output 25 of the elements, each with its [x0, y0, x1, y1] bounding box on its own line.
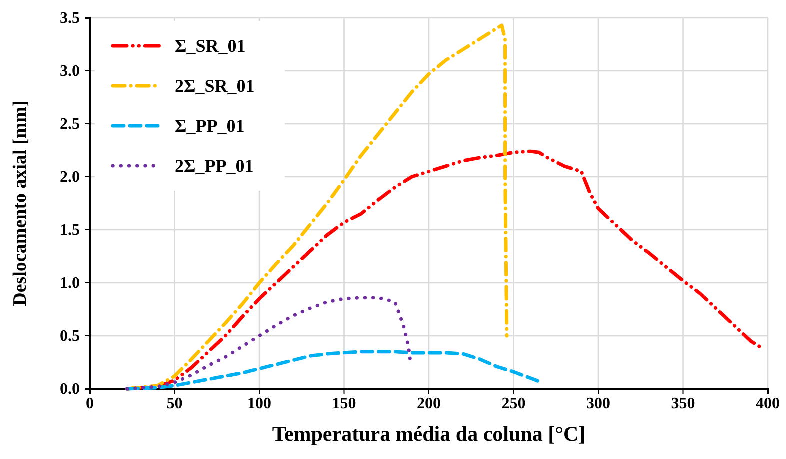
legend-label: Σ_SR_01 — [175, 36, 246, 56]
x-tick-label: 250 — [502, 395, 526, 412]
line-series — [126, 296, 412, 391]
y-tick-label: 2.5 — [60, 116, 80, 134]
legend-label: 2Σ_SR_01 — [175, 76, 255, 96]
x-tick-label: 150 — [332, 395, 356, 412]
line-series — [126, 350, 541, 391]
x-tick-label: 400 — [756, 395, 780, 412]
x-tick-label: 200 — [417, 395, 441, 412]
legend-label: Σ_PP_01 — [175, 116, 245, 136]
x-tick-label: 50 — [166, 395, 183, 412]
y-tick-label: 0.0 — [60, 381, 80, 398]
x-tick-label: 100 — [248, 395, 272, 412]
y-tick-label: 1.5 — [60, 222, 80, 240]
y-tick-label: 0.5 — [60, 328, 80, 346]
x-tick-label: 0 — [86, 395, 94, 412]
legend-label: 2Σ_PP_01 — [175, 156, 254, 176]
y-tick-label: 3.5 — [60, 10, 80, 28]
y-axis-title: Deslocamento axial [mm] — [10, 100, 31, 306]
x-tick-label: 300 — [586, 395, 610, 412]
y-tick-label: 1.0 — [60, 275, 80, 292]
y-tick-label: 2.0 — [60, 169, 80, 186]
y-tick-label: 3.0 — [60, 63, 80, 80]
x-axis-title: Temperatura média da coluna [°C] — [272, 422, 586, 446]
x-tick-label: 350 — [671, 395, 696, 412]
